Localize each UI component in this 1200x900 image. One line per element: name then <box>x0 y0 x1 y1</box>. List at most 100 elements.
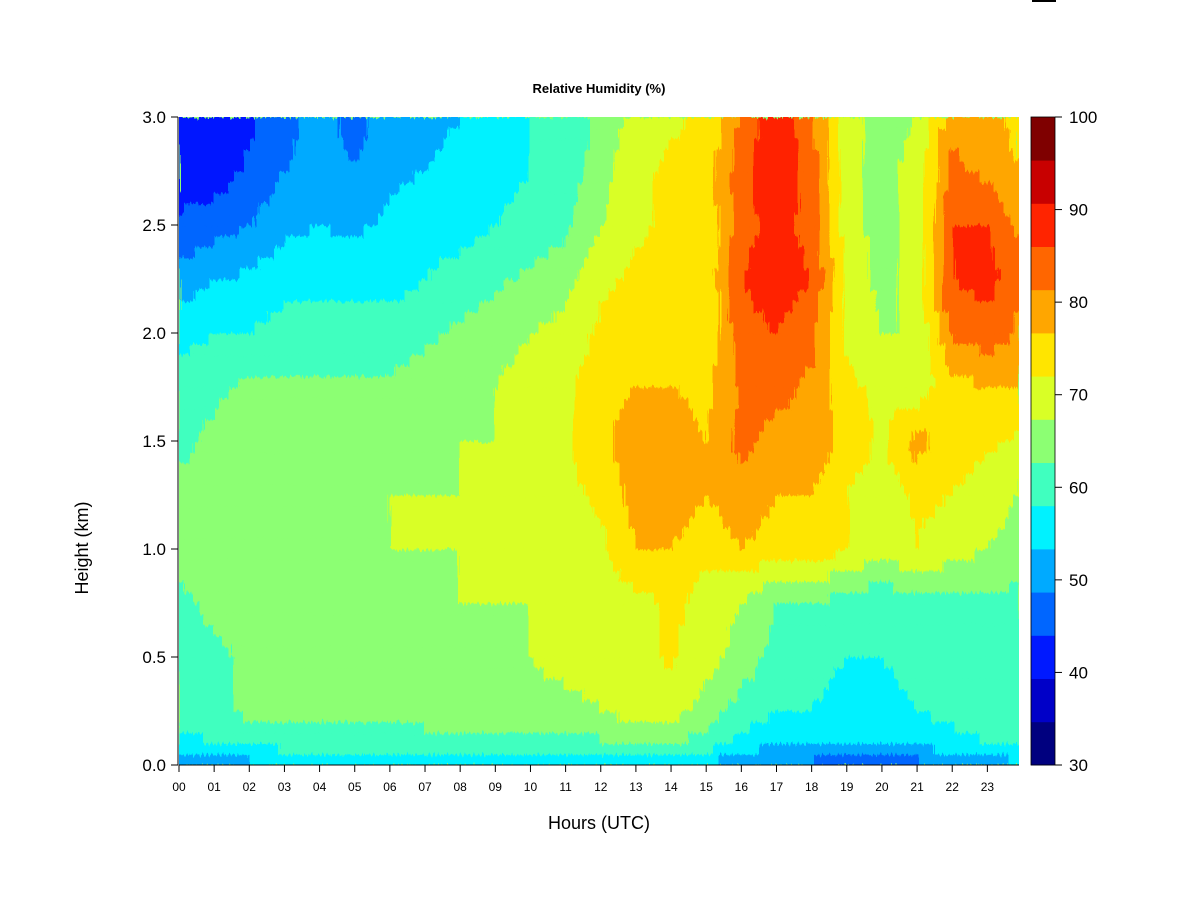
heatmap-cell <box>664 613 670 626</box>
heatmap-cell <box>569 732 575 744</box>
heatmap-cell <box>614 743 620 755</box>
heatmap-cell <box>709 624 715 636</box>
heatmap-cell <box>824 657 830 669</box>
heatmap-cell <box>194 646 200 658</box>
heatmap-cell <box>974 581 980 593</box>
heatmap-cell <box>504 581 510 593</box>
heatmap-cell <box>999 613 1005 626</box>
heatmap-cell <box>709 538 715 550</box>
heatmap-cell <box>799 700 805 712</box>
heatmap-cell <box>234 451 240 464</box>
heatmap-cell <box>544 462 550 474</box>
heatmap-cell <box>854 754 860 765</box>
heatmap-cell <box>189 721 195 734</box>
heatmap-cell <box>329 570 335 582</box>
heatmap-cell <box>239 613 245 626</box>
heatmap-cell <box>959 657 965 669</box>
heatmap-cell <box>709 484 715 496</box>
heatmap-cell <box>859 570 865 582</box>
heatmap-cell <box>589 657 595 669</box>
heatmap-cell <box>874 473 880 485</box>
heatmap-cell <box>264 721 270 734</box>
heatmap-cell <box>529 754 535 765</box>
heatmap-cell <box>954 667 960 680</box>
heatmap-cell <box>424 667 430 680</box>
heatmap-cell <box>824 603 830 615</box>
heatmap-cell <box>509 624 515 636</box>
heatmap-cell <box>494 700 500 712</box>
heatmap-cell <box>739 635 745 647</box>
heatmap-cell <box>534 527 540 539</box>
heatmap-cell <box>909 516 915 528</box>
heatmap-cell <box>1009 549 1015 561</box>
heatmap-cell <box>539 657 545 669</box>
heatmap-cell <box>209 657 215 669</box>
heatmap-cell <box>964 505 970 518</box>
heatmap-cell <box>394 559 400 572</box>
heatmap-cell <box>239 462 245 474</box>
heatmap-cell <box>514 603 520 615</box>
heatmap-cell <box>699 624 705 636</box>
heatmap-cell <box>429 711 435 723</box>
heatmap-cell <box>689 570 695 582</box>
heatmap-cell <box>794 441 800 453</box>
heatmap-cell <box>864 484 870 496</box>
heatmap-cell <box>484 721 490 734</box>
heatmap-cell <box>829 484 835 496</box>
heatmap-cell <box>484 516 490 528</box>
heatmap-cell <box>414 495 420 507</box>
heatmap-cell <box>839 613 845 626</box>
heatmap-cell <box>794 667 800 680</box>
heatmap-cell <box>254 516 260 528</box>
heatmap-cell <box>814 711 820 723</box>
heatmap-cell <box>974 559 980 572</box>
heatmap-cell <box>489 711 495 723</box>
heatmap-cell <box>689 603 695 615</box>
heatmap-cell <box>414 484 420 496</box>
heatmap-cell <box>384 538 390 550</box>
heatmap-cell <box>649 462 655 474</box>
heatmap-cell <box>734 451 740 464</box>
heatmap-cell <box>719 657 725 669</box>
heatmap-cell <box>674 667 680 680</box>
heatmap-cell <box>749 484 755 496</box>
heatmap-cell <box>419 538 425 550</box>
heatmap-cell <box>644 484 650 496</box>
heatmap-cell <box>644 754 650 765</box>
heatmap-cell <box>199 549 205 561</box>
heatmap-cell <box>754 441 760 453</box>
heatmap-cell <box>844 711 850 723</box>
heatmap-cell <box>634 505 640 518</box>
heatmap-cell <box>984 721 990 734</box>
heatmap-cell <box>289 721 295 734</box>
heatmap-cell <box>989 721 995 734</box>
heatmap-cell <box>884 473 890 485</box>
heatmap-cell <box>779 495 785 507</box>
heatmap-cell <box>414 527 420 539</box>
heatmap-cell <box>369 603 375 615</box>
heatmap-cell <box>494 592 500 604</box>
heatmap-cell <box>224 527 230 539</box>
heatmap-cell <box>634 711 640 723</box>
heatmap-cell <box>509 678 515 690</box>
heatmap-cell <box>469 624 475 636</box>
heatmap-cell <box>624 743 630 755</box>
heatmap-cell <box>604 689 610 701</box>
heatmap-cell <box>204 441 210 453</box>
heatmap-cell <box>249 592 255 604</box>
heatmap-cell <box>964 613 970 626</box>
heatmap-cell <box>629 451 635 464</box>
heatmap-cell <box>659 603 665 615</box>
heatmap-cell <box>244 624 250 636</box>
heatmap-cell <box>199 581 205 593</box>
heatmap-cell <box>239 581 245 593</box>
heatmap-cell <box>259 754 265 765</box>
heatmap-cell <box>964 689 970 701</box>
heatmap-cell <box>894 657 900 669</box>
heatmap-cell <box>664 667 670 680</box>
heatmap-cell <box>834 635 840 647</box>
heatmap-cell <box>479 538 485 550</box>
heatmap-cell <box>844 689 850 701</box>
heatmap-cell <box>379 700 385 712</box>
heatmap-cell <box>314 689 320 701</box>
